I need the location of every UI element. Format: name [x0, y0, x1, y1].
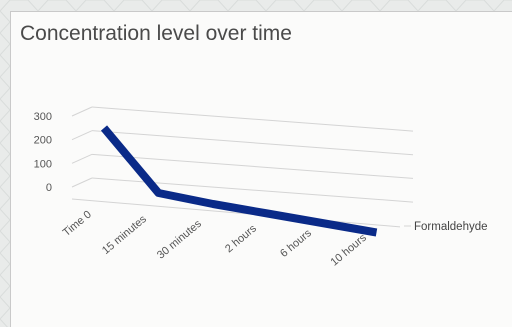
x-tick-label: 6 hours: [278, 227, 314, 260]
chart-area: [10, 11, 512, 327]
gridline: [91, 130, 414, 156]
gridline-connector: [71, 177, 93, 188]
chart-title: Concentration level over time: [20, 22, 292, 45]
gridline: [91, 177, 414, 203]
x-tick-label: Time 0: [61, 208, 94, 239]
gridline-connector: [71, 106, 93, 117]
gridline: [91, 153, 414, 179]
y-tick-label: 200: [34, 135, 52, 147]
gridline: [91, 106, 414, 132]
series-line-formaldehyde: [100, 125, 378, 237]
x-tick-label: 2 hours: [223, 222, 259, 255]
series-axis-label: Formaldehyde: [414, 221, 488, 233]
gridline-connector: [71, 153, 93, 164]
y-tick-label: 0: [46, 182, 52, 194]
x-axis-line: [71, 198, 401, 228]
gridline-connector: [71, 130, 93, 141]
y-tick-label: 300: [34, 111, 52, 123]
y-tick-label: 100: [34, 158, 52, 170]
x-tick-label: 15 minutes: [100, 213, 149, 257]
x-tick-label: 30 minutes: [155, 218, 204, 262]
x-tick-label: 10 hours: [328, 232, 369, 269]
